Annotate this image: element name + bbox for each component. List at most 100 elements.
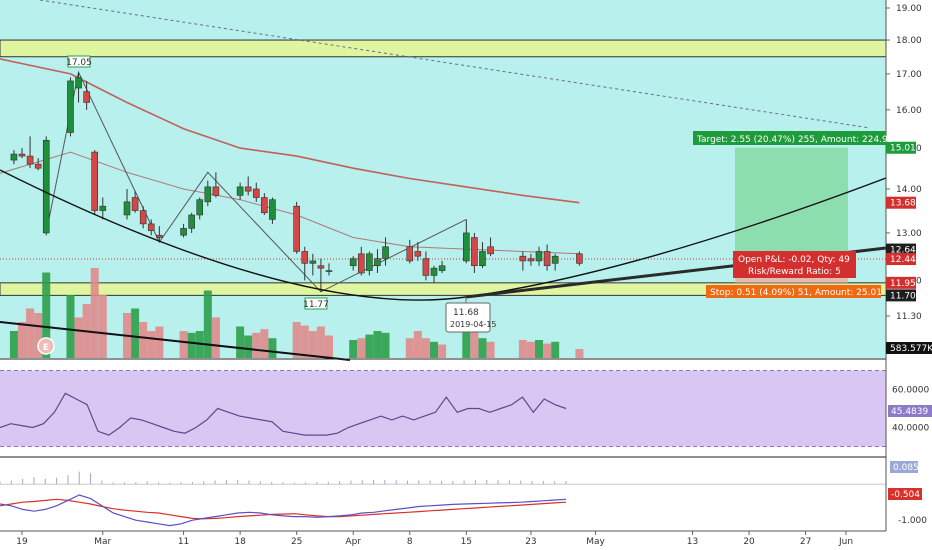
candle-body[interactable] [349,258,357,267]
volume-bar[interactable] [139,322,148,358]
volume-bar[interactable] [357,338,366,358]
candle-body[interactable] [204,186,212,203]
candle-body[interactable] [139,210,147,225]
candle-body[interactable] [83,91,90,103]
candle-body[interactable] [26,155,34,165]
candle-body[interactable] [527,258,535,262]
candle-body[interactable] [212,186,220,196]
candle-body[interactable] [309,260,317,264]
volume-bar[interactable] [211,317,220,359]
candle-body[interactable] [10,153,18,161]
volume-bar[interactable] [147,331,156,358]
candle-body[interactable] [293,205,300,252]
candle-body[interactable] [382,246,389,259]
volume-bar[interactable] [187,332,196,358]
stop-label-box[interactable]: Stop: 0.51 (4.09%) 51, Amount: 25.01 [706,285,882,298]
volume-bar[interactable] [66,295,75,358]
volume-bar[interactable] [551,341,560,358]
volume-bar[interactable] [543,343,552,358]
candle-body[interactable] [34,163,42,169]
volume-bar[interactable] [260,329,269,358]
volume-bar[interactable] [518,340,527,358]
macd-line-1[interactable] [0,494,567,527]
target-label-box[interactable]: Target: 2.55 (20.47%) 255, Amount: 224.9… [693,131,894,145]
candle-body[interactable] [471,237,478,267]
pivot-callout[interactable]: 11.68 2019-04-15 [445,302,497,333]
volume-bar[interactable] [42,272,51,359]
volume-bar[interactable] [421,338,430,358]
candle-body[interactable] [551,255,559,264]
volume-bar[interactable] [365,334,374,358]
volume-bar[interactable] [438,344,447,359]
candle-body[interactable] [301,251,309,264]
volume-bar[interactable] [98,295,107,358]
volume-bar[interactable] [535,340,544,358]
volume-bar[interactable] [155,326,164,359]
candle-body[interactable] [430,267,438,276]
volume-bar[interactable] [236,326,245,359]
volume-bar[interactable] [486,341,495,358]
volume-bar[interactable] [413,331,422,358]
volume-trendline[interactable] [0,321,351,361]
volume-bar[interactable] [470,331,479,358]
candle-body[interactable] [236,186,244,196]
volume-bar[interactable] [268,338,277,358]
volume-bar[interactable] [26,308,35,359]
support-zone-0[interactable] [0,39,887,58]
volume-bar[interactable] [244,335,253,359]
volume-bar[interactable] [131,308,140,359]
macd-line-0[interactable] [0,498,567,520]
volume-bar[interactable] [324,335,333,359]
candle-body[interactable] [269,199,276,220]
volume-bar[interactable] [373,331,382,358]
candle-body[interactable] [261,197,268,214]
candle-body[interactable] [147,223,155,231]
candle-body[interactable] [131,197,139,211]
volume-bar[interactable] [179,331,188,358]
rsi-line[interactable] [0,392,567,436]
volume-bar[interactable] [74,317,83,359]
volume-bar[interactable] [575,349,584,358]
candle-body[interactable] [366,253,373,271]
volume-bar[interactable] [300,325,309,358]
candle-body[interactable] [414,251,422,257]
event-marker[interactable]: E [37,337,55,355]
volume-bar[interactable] [349,340,358,358]
volume-bar[interactable] [308,331,317,358]
volume-bar[interactable] [478,338,487,358]
volume-bar[interactable] [462,323,471,358]
candle-body[interactable] [479,251,486,267]
candle-body[interactable] [317,265,325,269]
volume-bar[interactable] [9,331,18,358]
candle-body[interactable] [422,258,430,276]
candle-body[interactable] [244,186,252,192]
candle-body[interactable] [252,188,260,198]
volume-bar[interactable] [292,322,301,358]
candle-body[interactable] [188,214,195,229]
volume-bar[interactable] [316,326,325,359]
candle-body[interactable] [438,265,446,271]
volume-bar[interactable] [34,313,43,358]
volume-bar[interactable] [18,322,26,358]
candle-body[interactable] [18,153,26,157]
candle-body[interactable] [406,246,414,262]
pnl-box[interactable]: Open P&L: -0.02, Qty: 49 Risk/Reward Rat… [733,251,856,278]
volume-bar[interactable] [252,332,261,358]
candle-body[interactable] [156,234,163,238]
volume-bar[interactable] [90,268,99,358]
candle-body[interactable] [463,232,470,262]
candle-body[interactable] [91,151,99,211]
volume-bar[interactable] [526,341,535,358]
candle-body[interactable] [196,199,204,216]
candle-body[interactable] [543,251,551,267]
candle-body[interactable] [374,258,381,267]
volume-bar[interactable] [430,341,438,358]
candle-body[interactable] [357,253,365,274]
candle-body[interactable] [325,270,333,272]
series-line-ma-slow[interactable] [0,57,580,204]
candle-body[interactable] [67,80,74,133]
candle-body[interactable] [75,77,82,89]
volume-bar[interactable] [405,338,414,358]
volume-bar[interactable] [203,290,212,359]
